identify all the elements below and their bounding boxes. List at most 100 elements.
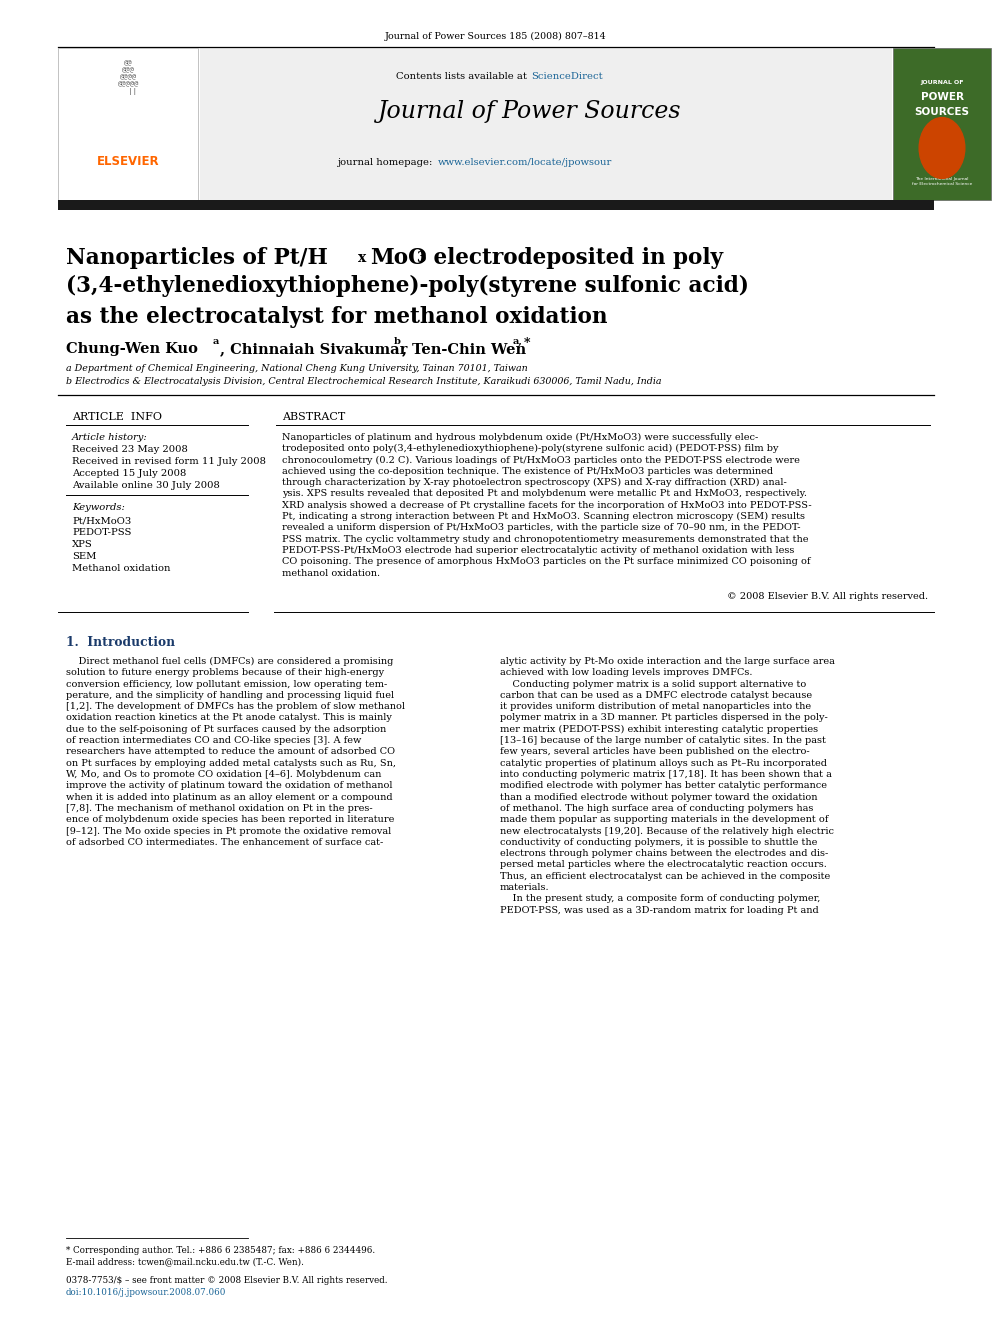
Text: electrons through polymer chains between the electrodes and dis-: electrons through polymer chains between… bbox=[500, 849, 828, 859]
Text: Conducting polymer matrix is a solid support alternative to: Conducting polymer matrix is a solid sup… bbox=[500, 680, 806, 688]
Text: Methanol oxidation: Methanol oxidation bbox=[72, 564, 171, 573]
Text: 0378-7753/$ – see front matter © 2008 Elsevier B.V. All rights reserved.: 0378-7753/$ – see front matter © 2008 El… bbox=[66, 1275, 388, 1285]
Text: b Electrodics & Electrocatalysis Division, Central Electrochemical Research Inst: b Electrodics & Electrocatalysis Divisio… bbox=[66, 377, 662, 386]
Text: Direct methanol fuel cells (DMFCs) are considered a promising: Direct methanol fuel cells (DMFCs) are c… bbox=[66, 658, 394, 665]
Text: it provides uniform distribution of metal nanoparticles into the: it provides uniform distribution of meta… bbox=[500, 703, 811, 712]
Text: trodeposited onto poly(3,4-ethylenedioxythiophene)-poly(styrene sulfonic acid) (: trodeposited onto poly(3,4-ethylenedioxy… bbox=[282, 445, 779, 454]
Text: improve the activity of platinum toward the oxidation of methanol: improve the activity of platinum toward … bbox=[66, 782, 393, 790]
Text: Contents lists available at: Contents lists available at bbox=[396, 71, 530, 81]
Text: The International Journal
for Electrochemical Science: The International Journal for Electroche… bbox=[912, 177, 972, 185]
Text: a,: a, bbox=[513, 337, 523, 345]
Text: a Department of Chemical Engineering, National Cheng Kung University, Tainan 701: a Department of Chemical Engineering, Na… bbox=[66, 364, 528, 373]
Text: made them popular as supporting materials in the development of: made them popular as supporting material… bbox=[500, 815, 828, 824]
Text: 1.  Introduction: 1. Introduction bbox=[66, 636, 176, 650]
Text: when it is added into platinum as an alloy element or a compound: when it is added into platinum as an all… bbox=[66, 792, 393, 802]
Text: solution to future energy problems because of their high-energy: solution to future energy problems becau… bbox=[66, 668, 384, 677]
Text: (3,4-ethylenedioxythiophene)-poly(styrene sulfonic acid): (3,4-ethylenedioxythiophene)-poly(styren… bbox=[66, 275, 749, 298]
Text: Pt/HxMoO3: Pt/HxMoO3 bbox=[72, 516, 131, 525]
Text: new electrocatalysts [19,20]. Because of the relatively high electric: new electrocatalysts [19,20]. Because of… bbox=[500, 827, 834, 836]
Text: a: a bbox=[213, 337, 219, 345]
Text: researchers have attempted to reduce the amount of adsorbed CO: researchers have attempted to reduce the… bbox=[66, 747, 395, 757]
Text: Accepted 15 July 2008: Accepted 15 July 2008 bbox=[72, 468, 186, 478]
Text: of adsorbed CO intermediates. The enhancement of surface cat-: of adsorbed CO intermediates. The enhanc… bbox=[66, 837, 383, 847]
Text: PEDOT-PSS, was used as a 3D-random matrix for loading Pt and: PEDOT-PSS, was used as a 3D-random matri… bbox=[500, 906, 818, 914]
Text: 3: 3 bbox=[416, 251, 426, 265]
Text: polymer matrix in a 3D manner. Pt particles dispersed in the poly-: polymer matrix in a 3D manner. Pt partic… bbox=[500, 713, 827, 722]
Text: ence of molybdenum oxide species has been reported in literature: ence of molybdenum oxide species has bee… bbox=[66, 815, 395, 824]
Text: Thus, an efficient electrocatalyst can be achieved in the composite: Thus, an efficient electrocatalyst can b… bbox=[500, 872, 830, 881]
Text: methanol oxidation.: methanol oxidation. bbox=[282, 569, 380, 578]
Text: CO poisoning. The presence of amorphous HxMoO3 particles on the Pt surface minim: CO poisoning. The presence of amorphous … bbox=[282, 557, 810, 566]
Text: journal homepage:: journal homepage: bbox=[337, 157, 436, 167]
Text: modified electrode with polymer has better catalytic performance: modified electrode with polymer has bett… bbox=[500, 782, 827, 790]
Bar bbox=[893, 48, 991, 200]
Text: Available online 30 July 2008: Available online 30 July 2008 bbox=[72, 482, 220, 490]
Text: catalytic properties of platinum alloys such as Pt–Ru incorporated: catalytic properties of platinum alloys … bbox=[500, 758, 827, 767]
Text: www.elsevier.com/locate/jpowsour: www.elsevier.com/locate/jpowsour bbox=[438, 157, 612, 167]
Text: MoO: MoO bbox=[370, 247, 427, 269]
Text: JOURNAL OF: JOURNAL OF bbox=[921, 79, 964, 85]
Text: b: b bbox=[394, 337, 401, 345]
Text: doi:10.1016/j.jpowsour.2008.07.060: doi:10.1016/j.jpowsour.2008.07.060 bbox=[66, 1289, 226, 1297]
Text: achieved using the co-deposition technique. The existence of Pt/HxMoO3 particles: achieved using the co-deposition techniq… bbox=[282, 467, 773, 476]
Text: conversion efficiency, low pollutant emission, low operating tem-: conversion efficiency, low pollutant emi… bbox=[66, 680, 387, 688]
Text: of reaction intermediates CO and CO-like species [3]. A few: of reaction intermediates CO and CO-like… bbox=[66, 736, 361, 745]
Text: chronocoulometry (0.2 C). Various loadings of Pt/HxMoO3 particles onto the PEDOT: chronocoulometry (0.2 C). Various loadin… bbox=[282, 455, 800, 464]
Text: Pt, indicating a strong interaction between Pt and HxMoO3. Scanning electron mic: Pt, indicating a strong interaction betw… bbox=[282, 512, 805, 521]
Text: Journal of Power Sources 185 (2008) 807–814: Journal of Power Sources 185 (2008) 807–… bbox=[385, 32, 607, 41]
Text: ARTICLE  INFO: ARTICLE INFO bbox=[72, 411, 162, 422]
Text: SOURCES: SOURCES bbox=[915, 107, 969, 116]
Text: Keywords:: Keywords: bbox=[72, 503, 125, 512]
Text: materials.: materials. bbox=[500, 882, 550, 892]
Text: achieved with low loading levels improves DMFCs.: achieved with low loading levels improve… bbox=[500, 668, 753, 677]
Text: Received in revised form 11 July 2008: Received in revised form 11 July 2008 bbox=[72, 456, 266, 466]
Text: oxidation reaction kinetics at the Pt anode catalyst. This is mainly: oxidation reaction kinetics at the Pt an… bbox=[66, 713, 392, 722]
Text: Nanoparticles of platinum and hydrous molybdenum oxide (Pt/HxMoO3) were successf: Nanoparticles of platinum and hydrous mo… bbox=[282, 433, 758, 442]
Text: conductivity of conducting polymers, it is possible to shuttle the: conductivity of conducting polymers, it … bbox=[500, 837, 817, 847]
Text: ysis. XPS results revealed that deposited Pt and molybdenum were metallic Pt and: ysis. XPS results revealed that deposite… bbox=[282, 490, 807, 499]
Text: PEDOT-PSS: PEDOT-PSS bbox=[72, 528, 131, 537]
Bar bbox=[58, 200, 934, 210]
Text: ScienceDirect: ScienceDirect bbox=[531, 71, 602, 81]
Text: ELSEVIER: ELSEVIER bbox=[96, 155, 160, 168]
Text: than a modified electrode without polymer toward the oxidation: than a modified electrode without polyme… bbox=[500, 792, 817, 802]
Text: [9–12]. The Mo oxide species in Pt promote the oxidative removal: [9–12]. The Mo oxide species in Pt promo… bbox=[66, 827, 391, 836]
Text: [1,2]. The development of DMFCs has the problem of slow methanol: [1,2]. The development of DMFCs has the … bbox=[66, 703, 405, 712]
Text: W, Mo, and Os to promote CO oxidation [4–6]. Molybdenum can: W, Mo, and Os to promote CO oxidation [4… bbox=[66, 770, 381, 779]
Text: into conducting polymeric matrix [17,18]. It has been shown that a: into conducting polymeric matrix [17,18]… bbox=[500, 770, 832, 779]
Text: PSS matrix. The cyclic voltammetry study and chronopotentiometry measurements de: PSS matrix. The cyclic voltammetry study… bbox=[282, 534, 808, 544]
Text: SEM: SEM bbox=[72, 552, 96, 561]
Text: * Corresponding author. Tel.: +886 6 2385487; fax: +886 6 2344496.: * Corresponding author. Tel.: +886 6 238… bbox=[66, 1246, 375, 1256]
Text: as the electrocatalyst for methanol oxidation: as the electrocatalyst for methanol oxid… bbox=[66, 306, 607, 328]
Text: PEDOT-PSS-Pt/HxMoO3 electrode had superior electrocatalytic activity of methanol: PEDOT-PSS-Pt/HxMoO3 electrode had superi… bbox=[282, 546, 795, 556]
Bar bbox=[200, 48, 892, 200]
Text: *: * bbox=[524, 337, 531, 349]
Text: [7,8]. The mechanism of methanol oxidation on Pt in the pres-: [7,8]. The mechanism of methanol oxidati… bbox=[66, 804, 373, 812]
Text: E-mail address: tcwen@mail.ncku.edu.tw (T.-C. Wen).: E-mail address: tcwen@mail.ncku.edu.tw (… bbox=[66, 1257, 304, 1266]
Text: POWER: POWER bbox=[921, 93, 963, 102]
Text: Nanoparticles of Pt/H: Nanoparticles of Pt/H bbox=[66, 247, 328, 269]
Text: XPS: XPS bbox=[72, 540, 92, 549]
Bar bbox=[58, 48, 198, 200]
Circle shape bbox=[920, 118, 965, 179]
Text: @@
@@@
@@@@
@@@@@
  ||: @@ @@@ @@@@ @@@@@ || bbox=[117, 60, 139, 95]
Text: Chung-Wen Kuo: Chung-Wen Kuo bbox=[66, 343, 197, 356]
Text: perature, and the simplicity of handling and processing liquid fuel: perature, and the simplicity of handling… bbox=[66, 691, 394, 700]
Text: Article history:: Article history: bbox=[72, 433, 148, 442]
Text: due to the self-poisoning of Pt surfaces caused by the adsorption: due to the self-poisoning of Pt surfaces… bbox=[66, 725, 386, 734]
Text: ABSTRACT: ABSTRACT bbox=[282, 411, 345, 422]
Text: XRD analysis showed a decrease of Pt crystalline facets for the incorporation of: XRD analysis showed a decrease of Pt cry… bbox=[282, 501, 811, 509]
Text: Journal of Power Sources: Journal of Power Sources bbox=[378, 101, 682, 123]
Text: Received 23 May 2008: Received 23 May 2008 bbox=[72, 445, 187, 454]
Text: through characterization by X-ray photoelectron spectroscopy (XPS) and X-ray dif: through characterization by X-ray photoe… bbox=[282, 478, 787, 487]
Text: few years, several articles have been published on the electro-: few years, several articles have been pu… bbox=[500, 747, 809, 757]
Text: x: x bbox=[358, 251, 366, 265]
Text: electrodeposited in poly: electrodeposited in poly bbox=[426, 247, 723, 269]
Text: alytic activity by Pt-Mo oxide interaction and the large surface area: alytic activity by Pt-Mo oxide interacti… bbox=[500, 658, 835, 665]
Text: on Pt surfaces by employing added metal catalysts such as Ru, Sn,: on Pt surfaces by employing added metal … bbox=[66, 758, 396, 767]
Text: , Ten-Chin Wen: , Ten-Chin Wen bbox=[402, 343, 526, 356]
Text: In the present study, a composite form of conducting polymer,: In the present study, a composite form o… bbox=[500, 894, 820, 904]
Text: © 2008 Elsevier B.V. All rights reserved.: © 2008 Elsevier B.V. All rights reserved… bbox=[727, 591, 928, 601]
Text: of methanol. The high surface area of conducting polymers has: of methanol. The high surface area of co… bbox=[500, 804, 813, 812]
Text: revealed a uniform dispersion of Pt/HxMoO3 particles, with the particle size of : revealed a uniform dispersion of Pt/HxMo… bbox=[282, 524, 801, 532]
